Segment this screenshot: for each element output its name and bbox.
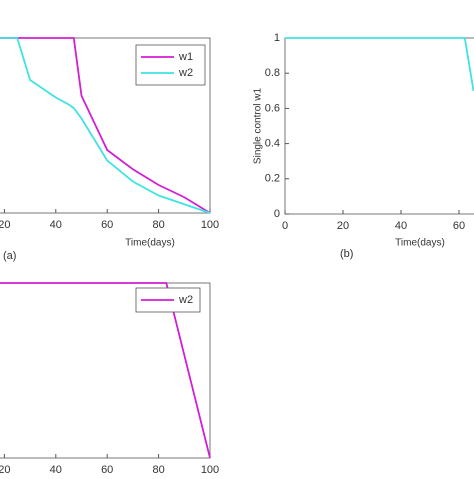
y-tick-label: 0.4: [265, 138, 280, 150]
legend-box: [135, 44, 206, 86]
y-tick-label: 0.2: [265, 173, 280, 185]
series-line: [0, 37, 211, 214]
x-tick-label: 60: [453, 220, 465, 232]
x-tick-label: 60: [101, 219, 113, 231]
panel-caption: (b): [340, 248, 353, 260]
panel-caption: (a): [3, 250, 16, 262]
x-tick-label: 40: [50, 219, 62, 231]
x-tick-label: 100: [201, 219, 219, 231]
series-line: [0, 282, 211, 459]
x-tick-label: 60: [101, 464, 113, 474]
x-tick-label: 20: [337, 220, 349, 232]
x-tick-label: 20: [0, 464, 11, 474]
axes-box: [284, 37, 474, 215]
x-tick-label: 40: [395, 220, 407, 232]
axes-box: [0, 37, 211, 214]
x-tick-label: 100: [201, 464, 219, 474]
x-tick-label: 40: [50, 464, 62, 474]
x-tick-label: 80: [152, 464, 164, 474]
y-tick-label: 0: [274, 208, 280, 220]
x-tick-label: 80: [152, 219, 164, 231]
x-tick-label: 0: [282, 220, 288, 232]
y-tick-label: 0.6: [265, 102, 280, 114]
x-axis-label: Time(days): [395, 238, 445, 249]
x-tick-label: 20: [0, 219, 11, 231]
y-axis-label: Single control w1: [253, 87, 264, 164]
legend-label: w2: [178, 294, 193, 306]
series-line: [285, 37, 474, 91]
x-axis-label: Time(days): [125, 238, 175, 249]
y-tick-label: 0.8: [265, 67, 280, 79]
legend-label: w2: [178, 67, 193, 79]
legend-label: w1: [178, 51, 193, 63]
y-tick-label: 1: [274, 32, 280, 44]
